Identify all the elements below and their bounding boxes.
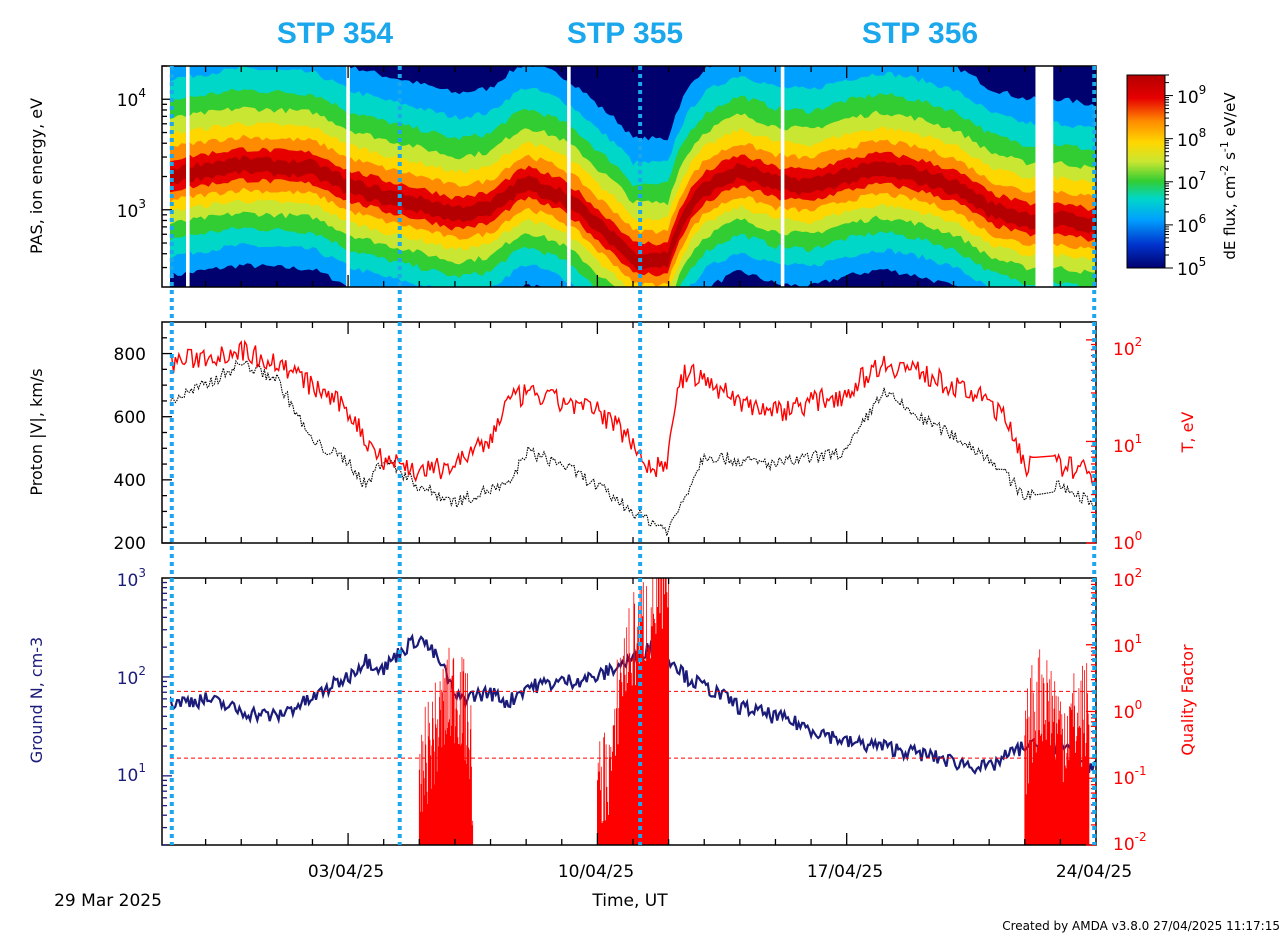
density-series <box>170 578 1096 845</box>
density-ytick-1e2: 102 <box>117 664 146 689</box>
velocity-ytick-800: 800 <box>114 345 146 365</box>
quality-ytick-1e-1: 10-1 <box>1113 764 1147 789</box>
colorbar-tick-1e9: 109 <box>1177 83 1206 108</box>
stp-boundaries <box>169 66 1097 845</box>
temperature-ytick-1e1: 101 <box>1113 432 1142 457</box>
velocity-series-line <box>170 359 1096 538</box>
velocity-background <box>170 322 1096 543</box>
spectrogram-gap-1 <box>346 66 350 287</box>
spectrogram-gap-2 <box>567 66 571 287</box>
colorbar-label: dE flux, cm-2 s-1 eV/eV <box>1218 92 1239 260</box>
spectrogram-gap-3 <box>780 66 785 287</box>
spectrogram-ytick-1e4: 104 <box>117 86 146 111</box>
temperature-ylabel: T, eV <box>1178 412 1197 454</box>
x-axis-label: Time, UT <box>591 891 668 911</box>
xtick-label-03-04: 03/04/25 <box>308 862 384 882</box>
spectrogram-gap-4 <box>1035 66 1054 287</box>
temperature-ytick-1e0: 100 <box>1113 529 1142 554</box>
quality-ytick-1e1: 101 <box>1113 632 1142 657</box>
spectrogram-band-6 <box>170 147 1096 277</box>
quality-ytick-1e0: 100 <box>1113 698 1142 723</box>
velocity-panel: 200 400 600 800 100 101 102 Proton |V|, … <box>27 321 1197 554</box>
spectrogram-y-ticks <box>162 65 172 269</box>
spectrogram-bands <box>170 66 1096 287</box>
spectrogram-ylabel: PAS, ion energy, eV <box>27 98 46 254</box>
stp-label-355: STP 355 <box>567 17 683 50</box>
density-ylabel: Ground N, cm-3 <box>27 637 46 763</box>
quality-factor-series <box>418 578 1090 845</box>
xtick-label-24-04: 24/04/25 <box>1056 862 1132 882</box>
density-panel: 103 102 101 102 101 100 10-1 10-2 Ground… <box>27 566 1197 855</box>
colorbar-tick-1e7: 107 <box>1177 169 1206 194</box>
temperature-ytick-1e2: 102 <box>1113 335 1142 360</box>
spectrogram-panel: 104 103 PAS, ion energy, eV <box>27 65 1097 288</box>
xtick-label-10-04: 10/04/25 <box>558 862 634 882</box>
spectrogram-ytick-1e3: 103 <box>117 197 146 222</box>
colorbar-tick-1e8: 108 <box>1177 126 1206 151</box>
density-series-line <box>170 633 1096 775</box>
velocity-ytick-400: 400 <box>114 471 146 491</box>
x-axis-ticks <box>204 66 1062 845</box>
spectrogram-data-gaps <box>186 66 1054 287</box>
velocity-ylabel: Proton |V|, km/s <box>27 368 46 495</box>
colorbar-tick-1e5: 105 <box>1177 255 1206 280</box>
colorbar-ticks <box>1165 74 1173 269</box>
start-date-label: 29 Mar 2025 <box>54 891 162 911</box>
temperature-series-line <box>170 339 1096 487</box>
quality-ytick-1e-2: 10-2 <box>1113 830 1147 855</box>
footer-credit: Created by AMDA v3.8.0 27/04/2025 11:17:… <box>1002 919 1280 933</box>
velocity-ytick-600: 600 <box>114 408 146 428</box>
quality-ylabel: Quality Factor <box>1178 644 1197 756</box>
spectrogram-band-7 <box>170 155 1096 270</box>
colorbar: 109 108 107 106 105 dE flux, cm-2 s-1 eV… <box>1126 74 1239 280</box>
stp-label-356: STP 356 <box>862 17 978 50</box>
density-ytick-1e3: 103 <box>117 566 146 591</box>
velocity-ytick-200: 200 <box>114 534 146 554</box>
colorbar-tick-1e6: 106 <box>1177 212 1206 237</box>
stp-label-354: STP 354 <box>277 17 394 50</box>
colorbar-gradient <box>1126 74 1166 269</box>
density-ytick-1e1: 101 <box>117 761 146 786</box>
velocity-left-ticks <box>162 337 172 544</box>
quality-ytick-1e2: 102 <box>1113 566 1142 591</box>
spectrogram-gap-0 <box>186 66 190 287</box>
xtick-label-17-04: 17/04/25 <box>807 862 883 882</box>
density-left-ticks <box>162 581 172 846</box>
velocity-series <box>170 339 1096 538</box>
